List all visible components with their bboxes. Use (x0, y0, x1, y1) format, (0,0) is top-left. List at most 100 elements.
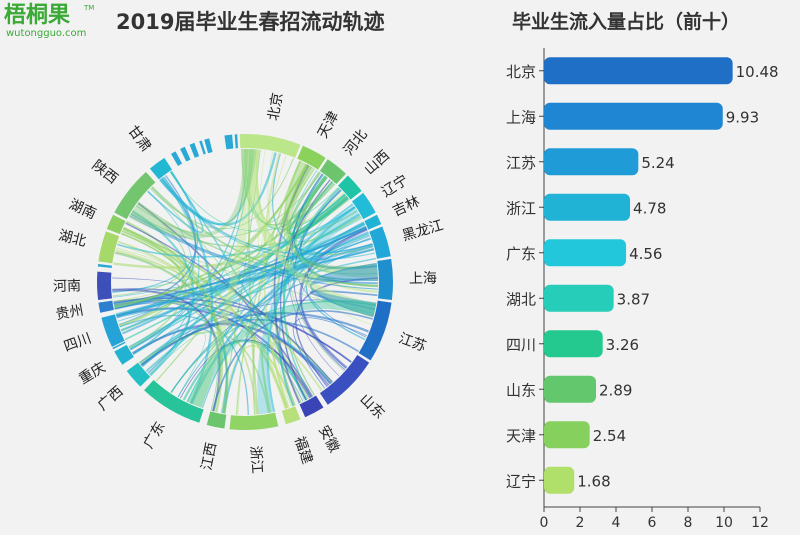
chord-link (288, 175, 346, 235)
region-arc (98, 231, 120, 264)
chord-ribbon (128, 149, 257, 239)
region-arc (144, 380, 204, 423)
x-tick-label: 4 (612, 515, 621, 531)
chord-link (131, 210, 195, 376)
region-arc (299, 395, 324, 418)
chord-ribbon (242, 149, 377, 317)
value-label: 3.26 (606, 336, 639, 354)
region-arc (364, 214, 382, 230)
chord-link (133, 190, 194, 355)
chord-link (117, 244, 182, 326)
bar (544, 421, 590, 449)
region-arc (239, 134, 301, 158)
value-label: 4.78 (633, 199, 666, 217)
region-arc (106, 214, 126, 234)
chord-link (117, 206, 356, 258)
chord-link (128, 206, 356, 348)
region-arc (352, 192, 376, 220)
chord-link (293, 173, 378, 269)
chord-link (116, 307, 332, 385)
chord-link (115, 243, 374, 316)
region-arc (319, 354, 370, 405)
region-arc (206, 411, 227, 429)
chord-link (123, 227, 222, 412)
region-arc (98, 300, 114, 313)
x-tick-label: 2 (576, 515, 585, 531)
bar (544, 239, 627, 267)
region-arc (358, 300, 392, 361)
region-arc (101, 314, 125, 347)
chord-link (129, 215, 378, 290)
x-tick-label: 0 (540, 515, 549, 531)
region-arc (377, 258, 393, 301)
chord-link (278, 221, 365, 407)
bar (544, 375, 597, 403)
value-label: 9.93 (726, 108, 759, 126)
region-arc (369, 226, 391, 259)
category-label: 辽宁 (506, 472, 536, 490)
chord-link (112, 222, 365, 298)
minor-arc (112, 341, 126, 350)
minor-arc (171, 151, 183, 166)
chord-link (140, 213, 361, 366)
x-tick-label: 8 (684, 515, 693, 531)
chord-link (150, 157, 294, 230)
x-tick-label: 12 (751, 515, 769, 531)
chord-link (155, 168, 315, 382)
region-arc (281, 406, 301, 425)
bar (544, 102, 723, 130)
bar-chart-title: 毕业生流入量占比（前十） (512, 11, 741, 33)
chord-arcs (97, 134, 393, 430)
chord-link (283, 187, 341, 398)
region-arc (114, 172, 156, 220)
chord-link (271, 339, 323, 408)
logo-site: wutongguo.com (6, 28, 87, 39)
chord-link (299, 189, 378, 270)
chord-link (282, 197, 348, 402)
minor-arc (97, 263, 112, 268)
chord-link (179, 339, 312, 399)
chord-link (131, 210, 358, 248)
category-label: 北京 (506, 63, 536, 81)
bar (544, 466, 575, 494)
chord-link (292, 317, 367, 389)
region-arc (338, 175, 362, 200)
region-arc (297, 145, 326, 170)
category-label: 上海 (506, 108, 536, 126)
region-label: 北京 (266, 92, 287, 122)
region-label: 江西 (199, 441, 220, 472)
chord-link (211, 310, 373, 412)
value-label: 2.54 (593, 427, 626, 445)
value-label: 5.24 (641, 154, 674, 172)
value-label: 2.89 (599, 381, 632, 399)
category-label: 四川 (506, 336, 536, 354)
chord-link (266, 206, 356, 413)
chord-ribbon (283, 160, 378, 278)
region-label: 湖北 (57, 228, 88, 250)
bar (544, 284, 614, 312)
chord-link (279, 179, 331, 401)
chord-link (161, 177, 373, 255)
chord-link (169, 171, 339, 232)
region-label: 贵州 (55, 303, 85, 324)
region-label: 河南 (53, 278, 81, 295)
chord-link (299, 228, 368, 369)
value-label: 3.87 (617, 290, 650, 308)
chord-link (117, 241, 258, 415)
logo: 梧桐果 TM wutongguo.com (4, 4, 96, 40)
logo-name: 梧桐果 (4, 3, 71, 28)
bar (544, 193, 631, 221)
region-arc (97, 271, 112, 301)
region-arc (319, 159, 346, 184)
chord-link (138, 201, 378, 281)
bar (544, 148, 639, 176)
chord-link (159, 152, 277, 226)
category-label: 广东 (506, 245, 536, 263)
region-arc (126, 362, 151, 387)
chord-title: 2019届毕业生春招流动轨迹 (116, 10, 385, 34)
x-tick-label: 6 (648, 515, 657, 531)
minor-arc (234, 134, 238, 149)
chord-link (112, 277, 180, 304)
